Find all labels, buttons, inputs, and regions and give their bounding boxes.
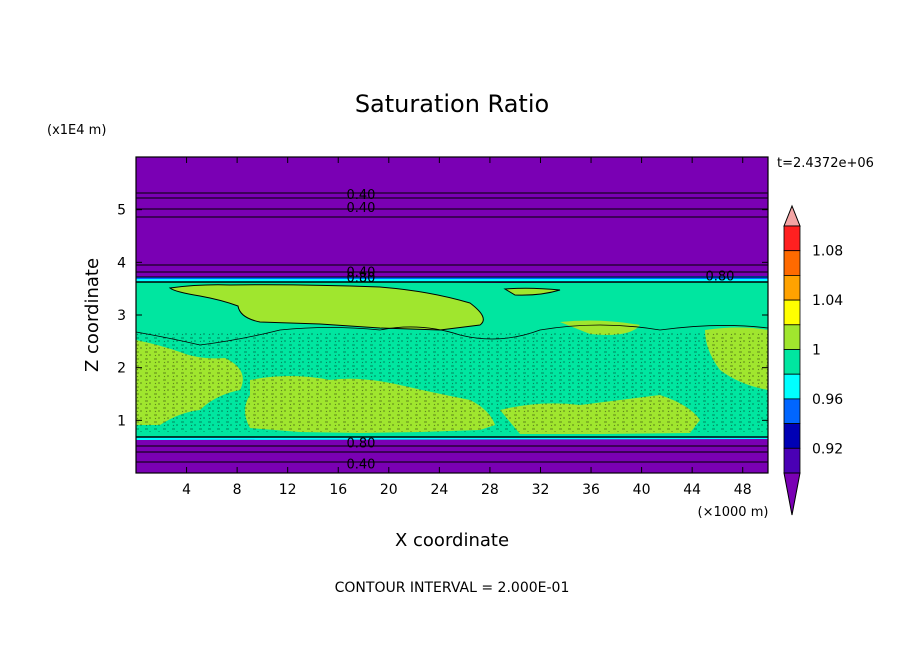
colorbar-swatch bbox=[783, 447, 801, 474]
colorbar-swatch bbox=[783, 398, 801, 424]
colorbar-top-arrow bbox=[783, 204, 801, 227]
x-tick-label: 32 bbox=[532, 482, 550, 498]
y-unit-label: (x1E4 m) bbox=[47, 123, 106, 138]
contour-label: 0.80 bbox=[347, 271, 376, 286]
x-tick-label: 4 bbox=[182, 482, 191, 498]
x-tick-label: 48 bbox=[734, 482, 752, 498]
colorbar-swatch bbox=[783, 250, 801, 276]
colorbar-label: 1.08 bbox=[812, 244, 843, 260]
y-axis-label: Z coordinate bbox=[82, 258, 103, 372]
x-tick-label: 8 bbox=[233, 482, 242, 498]
x-tick-label: 44 bbox=[683, 482, 701, 498]
y-tick-label: 5 bbox=[117, 203, 126, 219]
contour-label: 0.80 bbox=[705, 270, 734, 285]
colorbar-swatch bbox=[783, 373, 801, 400]
cyan-edge-top bbox=[136, 279, 768, 282]
upper-cloud-right bbox=[505, 288, 560, 296]
colorbar-label: 1 bbox=[812, 343, 821, 359]
x-tick-label: 40 bbox=[633, 482, 651, 498]
colorbar-bottom-arrow bbox=[783, 472, 801, 516]
x-tick-label: 20 bbox=[380, 482, 398, 498]
colorbar-swatch bbox=[783, 423, 801, 449]
contour-speckles bbox=[136, 332, 768, 432]
contour-label: 0.40 bbox=[347, 201, 376, 216]
x-tick-label: 28 bbox=[481, 482, 499, 498]
colorbar-swatch bbox=[783, 225, 801, 252]
contour-labels: 0.400.400.400.80 0.800.800.40 bbox=[347, 188, 735, 473]
contour-label: 0.80 bbox=[347, 436, 376, 451]
contour-label: 0.40 bbox=[347, 188, 376, 203]
y-axis-ticks: 1 2 3 4 5 bbox=[117, 203, 768, 429]
y-tick-label: 1 bbox=[117, 413, 126, 429]
colorbar-swatch bbox=[783, 324, 801, 350]
colorbar-swatch bbox=[783, 299, 801, 326]
x-axis-ticks: 4 8 12 16 20 24 28 32 36 40 44 48 bbox=[182, 157, 752, 498]
colorbar-label: 0.96 bbox=[812, 392, 843, 408]
colorbar-swatch bbox=[783, 349, 801, 375]
x-axis-label: X coordinate bbox=[395, 530, 509, 551]
y-tick-label: 3 bbox=[117, 308, 126, 324]
x-tick-label: 24 bbox=[430, 482, 448, 498]
y-tick-label: 4 bbox=[117, 255, 126, 271]
x-tick-label: 36 bbox=[582, 482, 600, 498]
contour-label: 0.40 bbox=[347, 458, 376, 473]
x-tick-label: 16 bbox=[329, 482, 347, 498]
colorbar-label: 0.92 bbox=[812, 441, 843, 457]
contour-lines bbox=[136, 192, 768, 463]
x-tick-label: 12 bbox=[279, 482, 297, 498]
contour-interval-footer: CONTOUR INTERVAL = 2.000E-01 bbox=[335, 580, 570, 596]
time-label: t=2.4372e+06 bbox=[777, 156, 874, 171]
upper-cloud bbox=[170, 284, 484, 330]
colorbar: 1.08 1.04 1 0.96 0.92 bbox=[783, 204, 843, 516]
colorbar-swatch bbox=[783, 274, 801, 301]
plot-area bbox=[136, 157, 768, 473]
chart-title: Saturation Ratio bbox=[355, 90, 549, 118]
colorbar-label: 1.04 bbox=[812, 293, 843, 309]
y-tick-label: 2 bbox=[117, 361, 126, 377]
contour-label: 0.40 bbox=[347, 265, 376, 280]
x-unit-label: (×1000 m) bbox=[698, 505, 769, 520]
